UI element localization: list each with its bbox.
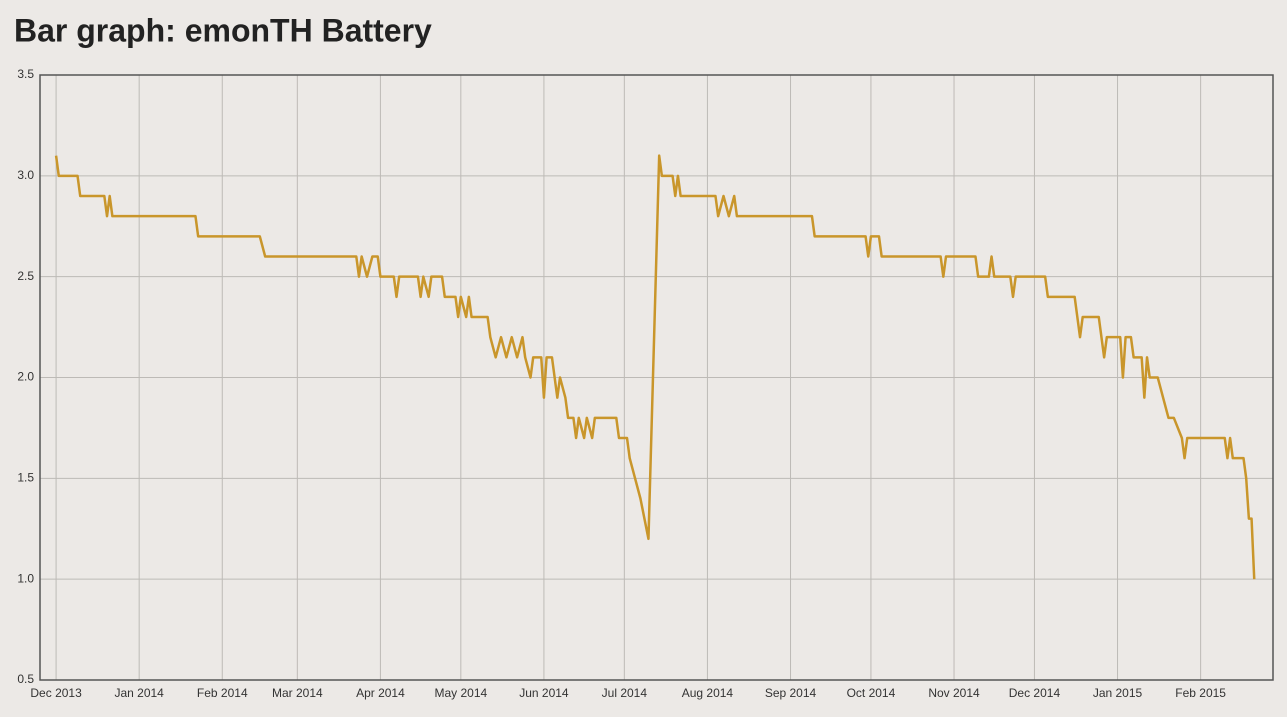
- y-tick-label: 1.0: [17, 571, 34, 585]
- x-tick-label: Aug 2014: [682, 686, 734, 700]
- y-tick-label: 0.5: [17, 672, 34, 686]
- x-tick-label: Nov 2014: [928, 686, 980, 700]
- y-tick-label: 2.0: [17, 370, 34, 384]
- x-tick-label: Oct 2014: [847, 686, 896, 700]
- x-tick-label: Dec 2013: [30, 686, 82, 700]
- chart-title: Bar graph: emonTH Battery: [14, 12, 432, 48]
- x-tick-label: Mar 2014: [272, 686, 323, 700]
- x-tick-label: Jun 2014: [519, 686, 569, 700]
- plot-border: [39, 74, 1274, 681]
- x-tick-label: May 2014: [434, 686, 487, 700]
- x-tick-label: Dec 2014: [1009, 686, 1061, 700]
- x-tick-label: Jan 2014: [114, 686, 164, 700]
- x-tick-label: Sep 2014: [765, 686, 817, 700]
- x-tick-label: Feb 2014: [197, 686, 248, 700]
- x-tick-label: Apr 2014: [356, 686, 405, 700]
- x-tick-label: Jul 2014: [602, 686, 648, 700]
- x-tick-label: Feb 2015: [1175, 686, 1226, 700]
- y-tick-label: 1.5: [17, 471, 34, 485]
- x-tick-label: Jan 2015: [1093, 686, 1143, 700]
- y-tick-label: 3.0: [17, 168, 34, 182]
- y-tick-label: 3.5: [17, 67, 34, 81]
- data-line: [54, 154, 1256, 580]
- y-tick-label: 2.5: [17, 269, 34, 283]
